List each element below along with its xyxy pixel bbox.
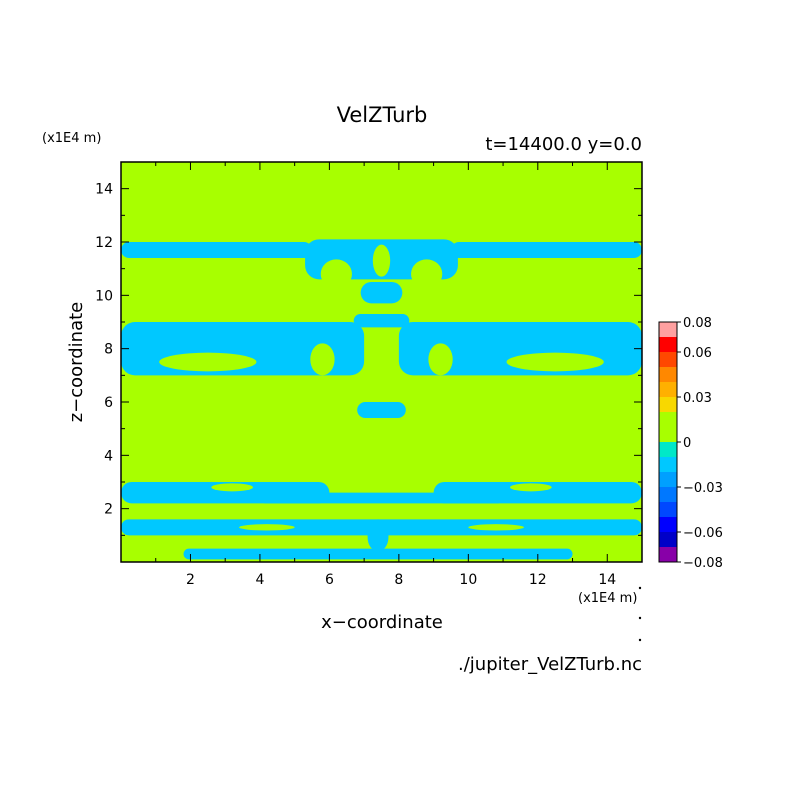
contour-feature (121, 242, 313, 258)
colorbar-tick-label: −0.06 (683, 526, 723, 541)
colorbar-level (659, 502, 677, 517)
colorbar-level (659, 412, 677, 427)
y-tick-label: 8 (104, 342, 113, 358)
x-tick-label: 14 (598, 572, 616, 588)
colorbar-levels (659, 322, 677, 562)
contour-hole (428, 343, 453, 376)
chart-title: VelZTurb (337, 103, 428, 127)
contour-hole (211, 483, 253, 492)
contour-hole (468, 524, 524, 531)
y-tick-label: 10 (95, 288, 113, 304)
colorbar-level (659, 457, 677, 472)
x-tick-label: 6 (325, 572, 334, 588)
colorbar-level (659, 547, 677, 562)
contour-hole (510, 483, 552, 492)
contour-hole (506, 352, 604, 372)
contour-hole (320, 259, 352, 289)
colorbar-level (659, 322, 677, 337)
y-tick-label: 6 (104, 395, 113, 411)
colorbar-tick-label: 0 (683, 436, 691, 451)
contour-hole (372, 244, 391, 277)
contour-hole (411, 259, 443, 289)
colorbar-level (659, 382, 677, 397)
colorbar-tick-label: −0.08 (683, 556, 723, 571)
y-tick-label: 14 (95, 182, 113, 198)
x-axis-label: x−coordinate (321, 612, 443, 633)
colorbar-level (659, 532, 677, 547)
contour-feature (353, 314, 410, 328)
contour-feature (183, 548, 573, 560)
y-axis-ticks: 2 4 6 8 10 12 14 (95, 182, 642, 536)
colorbar-level (659, 397, 677, 412)
x-tick-label: 4 (255, 572, 264, 588)
colorbar-tick-label: 0.06 (683, 346, 712, 361)
corner-mark (638, 616, 642, 620)
contour-hole (239, 524, 295, 531)
chart-subtitle: t=14400.0 y=0.0 (485, 134, 642, 155)
plot-frame (120, 161, 643, 563)
contour-hole (367, 343, 396, 397)
x-axis-ticks: 2 4 6 8 10 12 14 (155, 162, 616, 588)
x-tick-label: 10 (459, 572, 477, 588)
colorbar-tick-label: −0.03 (683, 481, 723, 496)
corner-mark (638, 586, 642, 590)
contour-details (159, 244, 604, 531)
contour-feature (360, 282, 403, 304)
contour-feature (259, 492, 504, 504)
plot-area: 2 4 6 8 10 12 14 2 4 6 8 10 12 14 (95, 161, 643, 588)
colorbar-level (659, 427, 677, 442)
colorbar: 0.08 0.06 0.03 0 −0.03 −0.06 −0.08 (658, 316, 723, 571)
colorbar-level (659, 472, 677, 487)
colorbar-level (659, 337, 677, 352)
contour-hole (310, 343, 335, 376)
colorbar-tick-label: 0.03 (683, 391, 712, 406)
colorbar-level (659, 487, 677, 502)
x-unit-label: (x1E4 m) (578, 591, 637, 606)
corner-mark (638, 638, 642, 642)
colorbar-level (659, 442, 677, 457)
colorbar-level (659, 367, 677, 382)
colorbar-tick-label: 0.08 (683, 316, 712, 331)
colorbar-level (659, 517, 677, 532)
y-tick-label: 4 (104, 448, 113, 464)
contour-feature (450, 242, 642, 258)
contour-feature (357, 402, 406, 418)
source-file: ./jupiter_VelZTurb.nc (458, 654, 642, 675)
colorbar-level (659, 352, 677, 367)
contour-feature (367, 519, 389, 552)
contour-hole (159, 352, 257, 372)
y-axis-label: z−coordinate (66, 302, 87, 423)
y-tick-label: 12 (95, 235, 113, 251)
x-tick-label: 12 (529, 572, 547, 588)
y-tick-label: 2 (104, 502, 113, 518)
y-unit-label: (x1E4 m) (42, 131, 101, 146)
x-tick-label: 2 (186, 572, 195, 588)
x-tick-label: 8 (394, 572, 403, 588)
colorbar-ticks: 0.08 0.06 0.03 0 −0.03 −0.06 −0.08 (677, 316, 723, 571)
